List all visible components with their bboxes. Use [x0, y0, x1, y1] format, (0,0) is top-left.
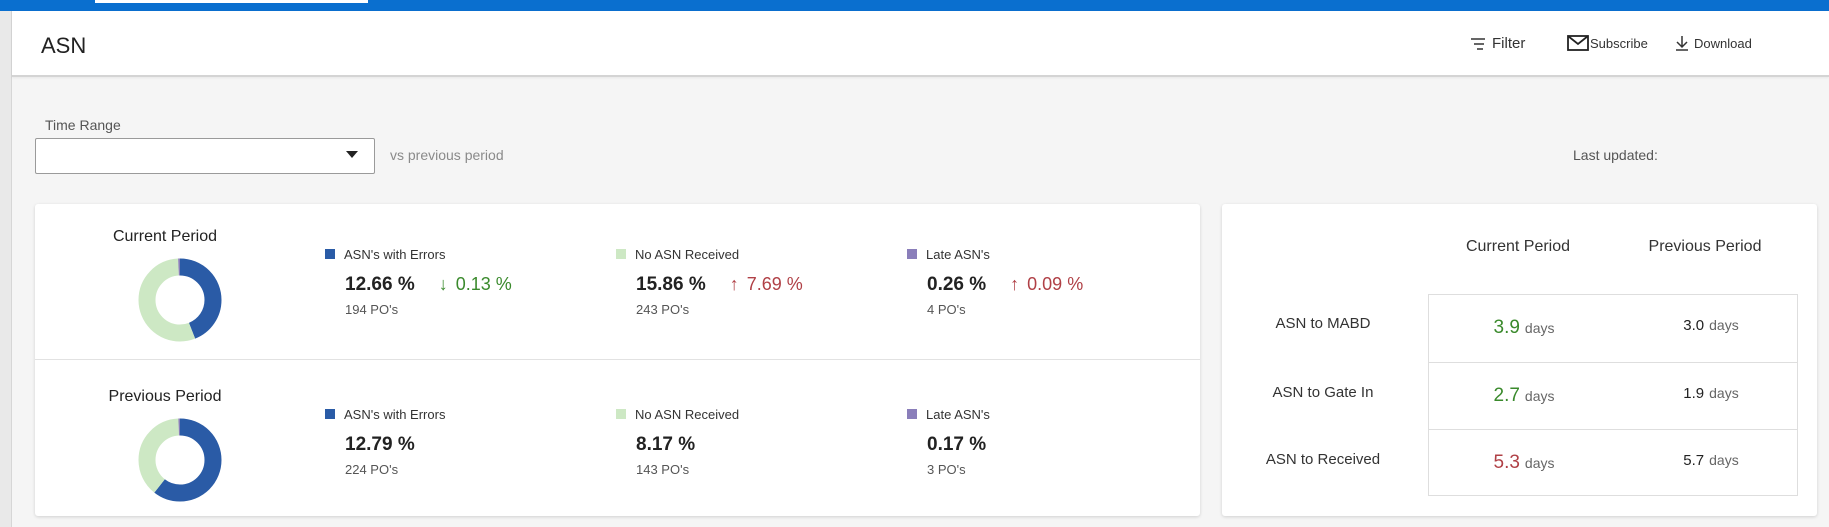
legend-swatch-no-asn: [616, 409, 626, 419]
subscribe-button[interactable]: Subscribe: [1567, 35, 1648, 51]
legend-swatch-late: [907, 409, 917, 419]
metric-legend-label: ASN's with Errors: [344, 406, 446, 422]
time-range-label: Time Range: [45, 117, 121, 133]
metric-asn-errors: ASN's with Errors 12.79 % 224 PO's: [325, 406, 445, 477]
metric-value: 0.17 %: [927, 434, 987, 455]
last-updated-text: Last updated:: [1573, 147, 1658, 163]
time-range-select[interactable]: [35, 138, 375, 174]
current-value-cell: 3.9 days: [1439, 317, 1609, 339]
metric-change-value: 0.13 %: [455, 274, 512, 294]
asn-summary-card: Current Period ASN's with Errors 12.66 %…: [35, 204, 1200, 516]
previous-value-cell: 3.0 days: [1626, 317, 1796, 334]
previous-period-title: Previous Period: [108, 388, 222, 405]
filter-icon: [1470, 37, 1486, 51]
metric-change-value: 7.69 %: [746, 274, 803, 294]
metric-po-count: 243 PO's: [636, 302, 690, 317]
days-unit: days: [1709, 317, 1739, 333]
download-icon: [1675, 35, 1689, 51]
metric-po-count: 4 PO's: [927, 302, 966, 317]
metric-value: 12.66 %: [345, 274, 415, 295]
table-row: ASN to Received 5.3 days 5.7 days: [1266, 429, 1797, 496]
current-period-donut: [138, 258, 222, 342]
asn-timing-card: Current Period Previous Period ASN to MA…: [1222, 204, 1817, 516]
metric-change-value: 0.09 %: [1027, 274, 1084, 294]
donut-segment-no-asn: [138, 258, 222, 342]
previous-days-value: 5.7: [1683, 452, 1705, 469]
metric-legend-label: ASN's with Errors: [344, 246, 446, 262]
legend-swatch-errors: [325, 249, 335, 259]
timing-table: ASN to MABD 3.9 days 3.0 days ASN to Gate …: [1266, 294, 1798, 496]
metric-value: 12.79 %: [345, 434, 415, 455]
metric-change: ↑ 0.09 %: [1010, 274, 1083, 295]
days-unit: days: [1524, 455, 1555, 471]
metric-po-count: 194 PO's: [345, 302, 399, 317]
active-tab-indicator[interactable]: [95, 0, 368, 3]
metric-legend-label: Late ASN's: [926, 406, 990, 422]
days-unit: days: [1709, 452, 1739, 468]
metric-change: ↓ 0.13 %: [439, 274, 512, 295]
current-value-cell: 5.3 days: [1439, 452, 1609, 474]
current-value-cell: 2.7 days: [1439, 385, 1609, 407]
row-label: ASN to Received: [1265, 451, 1381, 468]
donut-segment-late: [138, 258, 222, 342]
arrow-down-icon: ↓: [438, 274, 448, 294]
metric-po-count: 3 PO's: [927, 462, 966, 477]
metric-legend-label: No ASN Received: [635, 246, 740, 262]
previous-value-cell: 5.7 days: [1626, 452, 1796, 469]
days-unit: days: [1709, 385, 1739, 401]
legend-swatch-late: [907, 249, 917, 259]
metric-late-asn: Late ASN's 0.17 % 3 PO's: [907, 406, 990, 477]
current-days-value: 3.9: [1493, 317, 1520, 338]
table-row: ASN to Gate In 2.7 days 1.9 days: [1273, 362, 1797, 429]
caret-down-icon: [346, 151, 358, 158]
previous-days-value: 1.9: [1683, 385, 1705, 402]
metric-no-asn: No ASN Received 15.86 % ↑ 7.69 % 243 PO's: [616, 246, 803, 317]
donut-segment-no-asn: [138, 418, 222, 502]
days-unit: days: [1524, 320, 1555, 336]
mail-icon: [1567, 35, 1589, 51]
metric-value: 8.17 %: [636, 434, 696, 455]
left-frame-edge: [0, 11, 12, 527]
current-period-title: Current Period: [112, 228, 218, 245]
filter-label: Filter: [1492, 35, 1526, 52]
donut-segment-late: [138, 418, 222, 502]
subscribe-label: Subscribe: [1590, 35, 1648, 51]
table-row: ASN to MABD 3.9 days 3.0 days: [1275, 295, 1797, 362]
download-button[interactable]: Download: [1675, 35, 1752, 51]
download-label: Download: [1694, 35, 1752, 51]
row-label: ASN to MABD: [1275, 315, 1371, 332]
metric-legend-label: Late ASN's: [926, 246, 990, 262]
arrow-up-icon: ↑: [729, 274, 739, 294]
arrow-up-icon: ↑: [1010, 274, 1020, 294]
vs-previous-period-text: vs previous period: [390, 147, 504, 163]
previous-value-cell: 1.9 days: [1626, 385, 1796, 402]
row-label: ASN to Gate In: [1272, 384, 1374, 401]
current-days-value: 2.7: [1493, 385, 1520, 406]
metric-no-asn: No ASN Received 8.17 % 143 PO's: [616, 406, 739, 477]
metric-change: ↑ 7.69 %: [730, 274, 803, 295]
legend-swatch-errors: [325, 409, 335, 419]
current-days-value: 5.3: [1493, 452, 1520, 473]
current-period-header: Current Period: [1465, 238, 1571, 255]
days-unit: days: [1524, 388, 1555, 404]
previous-period-row: Previous Period ASN's with Errors 12.79 …: [35, 360, 1200, 516]
top-nav-bar: [0, 0, 1829, 11]
metric-po-count: 224 PO's: [345, 462, 399, 477]
current-period-row: Current Period ASN's with Errors 12.66 %…: [35, 204, 1200, 360]
page-header: ASN Filter Subscribe Download: [12, 11, 1829, 77]
previous-period-header: Previous Period: [1648, 238, 1762, 255]
metric-po-count: 143 PO's: [636, 462, 690, 477]
previous-days-value: 3.0: [1683, 317, 1705, 334]
metric-legend-label: No ASN Received: [635, 406, 740, 422]
metric-asn-errors: ASN's with Errors 12.66 % ↓ 0.13 % 194 PO…: [325, 246, 512, 317]
metric-late-asn: Late ASN's 0.26 % ↑ 0.09 % 4 PO's: [907, 246, 1083, 317]
metric-value: 0.26 %: [927, 274, 987, 295]
filter-button[interactable]: Filter: [1470, 35, 1525, 52]
previous-period-donut: [138, 418, 222, 502]
page-title: ASN: [41, 33, 87, 58]
metric-value: 15.86 %: [636, 274, 706, 295]
legend-swatch-no-asn: [616, 249, 626, 259]
